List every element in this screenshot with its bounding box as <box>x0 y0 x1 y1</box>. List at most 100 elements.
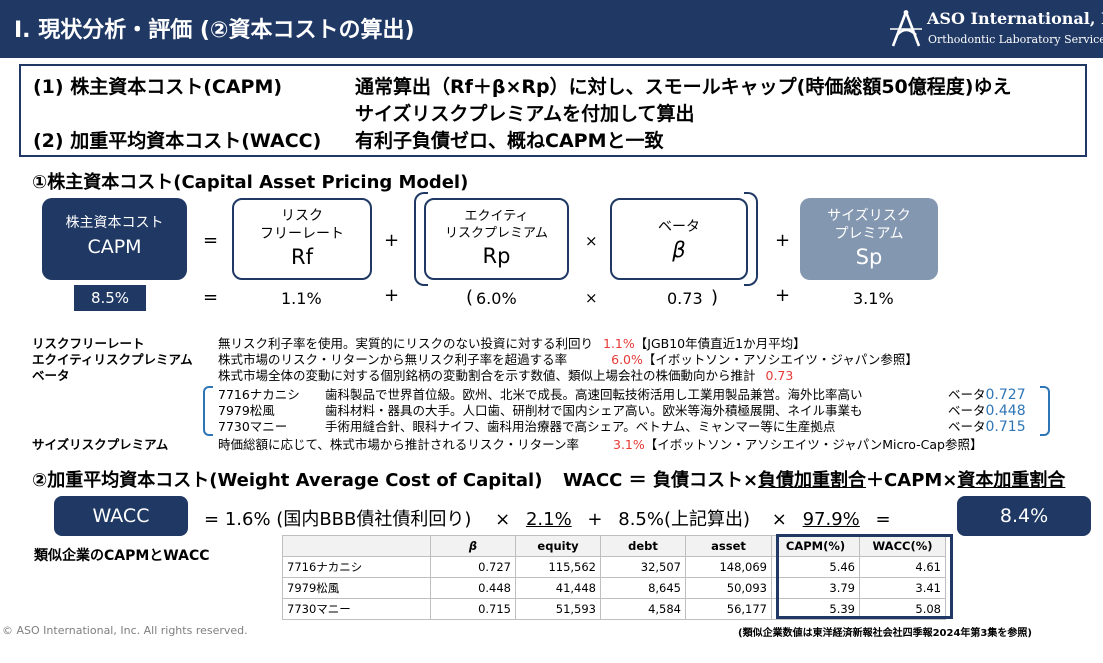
copyright: © ASO International, Inc. All rights res… <box>2 624 248 637</box>
wacc-debt-note: (国内BBB債社債利回り) <box>276 509 472 530</box>
def-rp-line: 株式市場のリスク・リターンから無リスク利子率を超過する率 6.0%【イボットソン… <box>218 352 918 368</box>
summary-label-capm: (1) 株主資本コスト(CAPM) <box>33 76 283 98</box>
col-header: asset <box>685 535 772 557</box>
table-cell: 0.727 <box>430 556 516 578</box>
wacc-formula-x2: × <box>942 470 958 491</box>
summary-box: (1) 株主資本コスト(CAPM) 通常算出（Rf＋β×Rp）に対し、スモールキ… <box>19 64 1087 157</box>
peer-beta-value: 0.448 <box>985 403 1026 419</box>
beta-value: 0.73 <box>667 289 703 308</box>
wacc-eq1: = <box>204 509 220 530</box>
plus-sign-2: + <box>775 230 791 251</box>
peer-row-2: 7979松風 歯科材料・器具の大手。人口歯、研削材で国内シェア高い。欧米等海外積極… <box>218 403 863 419</box>
peer-row-1: 7716ナカニシ 歯科製品で世界首位級。欧州、北米で成長。高速回転技術活用し工業用… <box>218 387 863 403</box>
rf-box-label1: リスク <box>281 208 323 224</box>
peer-table: β equity debt asset CAPM(%) WACC(%) 7716… <box>282 535 946 620</box>
capm-section-title: ①株主資本コスト(Capital Asset Pricing Model) <box>32 172 469 193</box>
table-header-row: β equity debt asset CAPM(%) WACC(%) <box>282 535 946 557</box>
rp-box-symbol: Rp <box>482 244 511 268</box>
value-close-paren: ) <box>711 287 719 308</box>
wacc-pill: WACC <box>54 496 188 536</box>
rf-value: 1.1% <box>281 289 322 308</box>
wacc-formula-plus: ＋ <box>866 470 885 491</box>
def-sp-desc: 時価総額に応じて、株式市場から推計されるリスク・リターン率 <box>218 437 580 452</box>
peer-beta-value: 0.715 <box>985 419 1026 435</box>
peer-row-3: 7730マニー 手術用縫合針、眼科ナイフ、歯科用治療器で高シェア。ベトナム、ミャン… <box>218 419 835 435</box>
source-note: (類似企業数値は東洋経済新報社会社四季報2024年第3集を参照) <box>738 628 1032 639</box>
wacc-debt-cost: 1.6% <box>224 509 271 530</box>
def-beta-value: 0.73 <box>765 368 794 383</box>
value-open-paren: ( <box>466 287 474 308</box>
peer-close-bracket <box>1040 386 1050 436</box>
peer-open-bracket <box>203 386 213 436</box>
table-cell: 5.08 <box>859 598 946 620</box>
sp-box-symbol: Sp <box>855 245 883 269</box>
def-rp-term: エクイティリスクプレミアム <box>32 352 193 367</box>
col-header: CAPM(%) <box>771 535 860 557</box>
close-paren <box>744 192 758 286</box>
wacc-eq2: = <box>875 509 891 530</box>
capm-box: 株主資本コスト CAPM <box>42 198 187 280</box>
wacc-formula-x1: × <box>742 470 759 491</box>
peer-beta-value: 0.727 <box>985 387 1026 403</box>
wacc-formula-capm: CAPM <box>884 470 943 491</box>
header-bar: Ⅰ. 現状分析・評価 (②資本コストの算出) ASO International… <box>0 0 1103 58</box>
equals-sign-values: = <box>203 287 219 308</box>
times-sign-values: × <box>585 289 598 307</box>
wacc-debt-weight: 2.1% <box>525 509 572 530</box>
beta-box-label: ベータ <box>658 219 700 235</box>
rf-box-label2: フリーレート <box>260 226 344 242</box>
wacc-result: 8.4% <box>957 496 1091 536</box>
table-row: 7730マニー 0.715 51,593 4,584 56,177 5.39 5… <box>282 598 946 620</box>
open-paren <box>414 192 428 286</box>
table-cell: 50,093 <box>685 577 772 599</box>
def-sp-term: サイズリスクプレミアム <box>32 437 169 452</box>
capm-box-symbol: CAPM <box>87 236 142 258</box>
peer-beta-3: ベータ0.715 <box>948 419 1026 435</box>
peer-name: 7730マニー <box>218 419 288 434</box>
wacc-formula-label: WACC ＝ <box>563 470 647 491</box>
wacc-formula-debt-cost: 負債コスト <box>652 470 743 491</box>
peer-table-title: 類似企業のCAPMとWACC <box>34 548 210 564</box>
summary-text-wacc: 有利子負債ゼロ、概ねCAPMと一致 <box>355 130 664 152</box>
def-rp-value: 6.0% <box>611 352 643 367</box>
wacc-times1: × <box>495 509 511 530</box>
table-cell: 0.715 <box>430 598 516 620</box>
table-row: 7979松風 0.448 41,448 8,645 50,093 3.79 3.… <box>282 577 946 599</box>
wacc-formula: WACC ＝ 負債コスト×負債加重割合＋CAPM×資本加重割合 <box>563 466 1065 492</box>
table-cell: 115,562 <box>515 556 601 578</box>
rp-box-label2: リスクプレミアム <box>444 226 549 241</box>
sp-box: サイズリスク プレミアム Sp <box>800 198 938 280</box>
page-title: Ⅰ. 現状分析・評価 (②資本コストの算出) <box>14 18 415 43</box>
capm-wacc-highlight <box>776 534 953 619</box>
rp-value: 6.0% <box>476 289 517 308</box>
company-logo-icon <box>890 10 922 47</box>
table-cell: 41,448 <box>515 577 601 599</box>
col-header: debt <box>600 535 686 557</box>
equals-sign: = <box>203 230 219 251</box>
def-beta-desc: 株式市場全体の変動に対する個別銘柄の変動割合を示す数値、類似上場会社の株価動向か… <box>218 368 756 383</box>
peer-desc: 歯科材料・器具の大手。人口歯、研削材で国内シェア高い。欧米等海外積極展開、ネイル… <box>325 403 863 418</box>
def-rf-line: 無リスク利子率を使用。実質的にリスクのない投資に対する利回り 1.1%【JGB1… <box>218 336 806 352</box>
table-cell: 56,177 <box>685 598 772 620</box>
beta-box: ベータ β <box>610 198 748 280</box>
col-header <box>282 535 431 557</box>
def-sp-source: 【イボットソン・アソシエイツ・ジャパンMicro-Cap参照】 <box>644 437 983 452</box>
wacc-times2: × <box>771 509 787 530</box>
def-rf-desc: 無リスク利子率を使用。実質的にリスクのない投資に対する利回り <box>218 336 594 351</box>
def-rf-source: 【JGB10年債直近1か月平均】 <box>634 336 806 351</box>
def-beta-line: 株式市場全体の変動に対する個別銘柄の変動割合を示す数値、類似上場会社の株価動向か… <box>218 368 793 384</box>
wacc-formula-debt-weight: 負債加重割合 <box>758 470 867 491</box>
def-rp-desc: 株式市場のリスク・リターンから無リスク利子率を超過する率 <box>218 352 568 367</box>
peer-beta-2: ベータ0.448 <box>948 403 1026 419</box>
def-sp-value: 3.1% <box>613 437 645 452</box>
def-beta-term: ベータ <box>32 368 70 383</box>
peer-name: 7716ナカニシ <box>218 387 300 402</box>
def-rp-source: 【イボットソン・アソシエイツ・ジャパン参照】 <box>642 352 918 367</box>
table-cell: 3.41 <box>859 577 946 599</box>
peer-name: 7979松風 <box>218 403 275 418</box>
col-header: β <box>430 535 516 557</box>
company-name: ASO International, Inc. <box>927 9 1103 28</box>
times-sign: × <box>585 232 598 250</box>
peer-beta-label: ベータ <box>948 403 986 418</box>
company-tagline: Orthodontic Laboratory Services <box>928 33 1103 46</box>
